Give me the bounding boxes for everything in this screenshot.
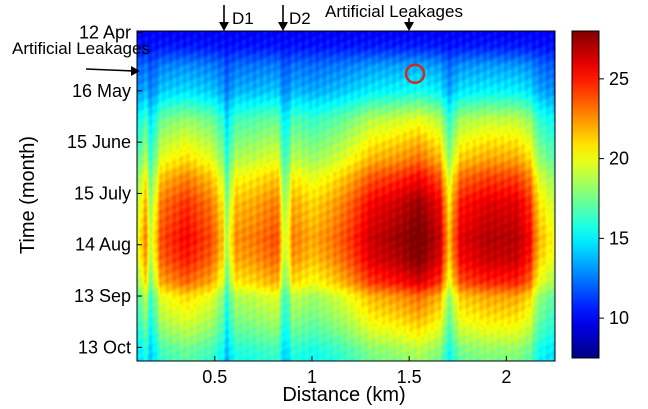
x-tick-label: 1.5 — [397, 367, 422, 387]
y-tick-label: 16 May — [72, 81, 131, 101]
y-tick-label: 13 Oct — [78, 337, 131, 357]
colorbar: 10 15 20 25 — [571, 30, 629, 359]
y-tick-label: 13 Sep — [74, 286, 131, 306]
plot-area — [136, 30, 556, 362]
x-axis: 0.5 1 1.5 2 — [202, 356, 511, 387]
leakage-marker-circle — [404, 63, 426, 84]
colorbar-tick-label: 20 — [609, 149, 629, 169]
colorbar-ticks: 10 15 20 25 — [599, 69, 629, 328]
colorbar-bar — [571, 30, 600, 359]
leakage-left-label-line1: Artificial Leakages — [12, 39, 150, 58]
heatmap-image — [137, 31, 555, 361]
y-tick-label: 15 July — [74, 183, 131, 203]
leakage-left-arrow-icon — [85, 68, 135, 72]
d1-arrowhead-icon — [219, 22, 229, 31]
y-tick-label: 14 Aug — [75, 235, 131, 255]
leakage-left-arrowhead-icon — [131, 66, 140, 76]
colorbar-tick-label: 25 — [609, 69, 629, 89]
y-tick-label: 15 June — [67, 132, 131, 152]
leakage-top-label: Artificial Leakages — [325, 2, 463, 21]
leakage-top-arrowhead-icon — [404, 22, 414, 31]
colorbar-tick-label: 10 — [609, 308, 629, 328]
annotations: D1 D2 Artificial Leakages Artificial Lea… — [12, 2, 463, 84]
d2-arrowhead-icon — [278, 22, 288, 31]
colorbar-tick-label: 15 — [609, 228, 629, 248]
x-tick-label: 2 — [501, 367, 511, 387]
y-axis-label: Time (month) — [17, 136, 39, 254]
x-tick-label: 0.5 — [202, 367, 227, 387]
plot-frame — [136, 30, 556, 362]
d2-label: D2 — [289, 9, 311, 28]
x-axis-label: Distance (km) — [282, 384, 405, 406]
x-tick-label: 1 — [307, 367, 317, 387]
y-tick-label: 12 Apr — [79, 23, 131, 43]
y-axis: 12 Apr 16 May 15 June 15 July 14 Aug 13 Sep 13… — [67, 23, 142, 357]
d1-label: D1 — [232, 9, 254, 28]
